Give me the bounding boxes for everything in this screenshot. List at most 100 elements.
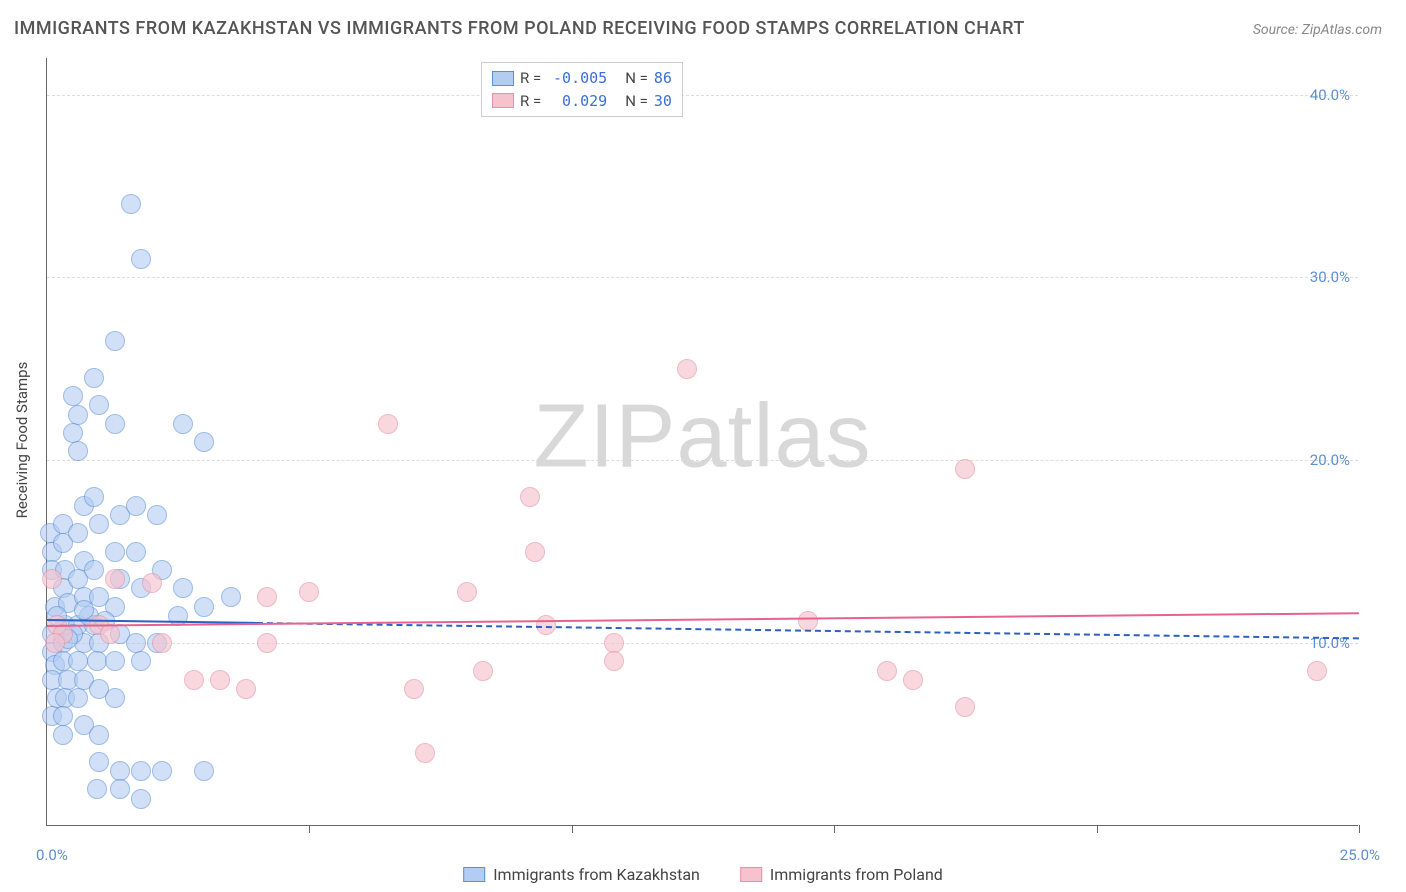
data-point-kazakhstan bbox=[53, 706, 73, 726]
gridline bbox=[47, 277, 1358, 278]
data-point-kazakhstan bbox=[84, 560, 104, 580]
stats-row-kazakhstan: R = -0.005N = 86 bbox=[492, 67, 672, 90]
n-value: 86 bbox=[654, 67, 672, 90]
data-point-kazakhstan bbox=[89, 395, 109, 415]
legend-item-poland: Immigrants from Poland bbox=[740, 865, 943, 884]
data-point-poland bbox=[525, 542, 545, 562]
x-tick bbox=[572, 825, 573, 833]
x-tick-label-max: 25.0% bbox=[1340, 846, 1380, 864]
trend-line bbox=[47, 612, 1359, 627]
data-point-kazakhstan bbox=[105, 542, 125, 562]
data-point-kazakhstan bbox=[105, 331, 125, 351]
data-point-kazakhstan bbox=[84, 368, 104, 388]
data-point-kazakhstan bbox=[63, 423, 83, 443]
square-icon bbox=[492, 71, 514, 86]
data-point-kazakhstan bbox=[74, 600, 94, 620]
data-point-kazakhstan bbox=[131, 789, 151, 809]
r-label: R = bbox=[520, 67, 541, 90]
data-point-poland bbox=[184, 670, 204, 690]
x-tick bbox=[309, 825, 310, 833]
x-tick-label-min: 0.0% bbox=[36, 846, 68, 864]
data-point-kazakhstan bbox=[53, 725, 73, 745]
data-point-kazakhstan bbox=[89, 725, 109, 745]
data-point-kazakhstan bbox=[105, 688, 125, 708]
data-point-poland bbox=[257, 587, 277, 607]
y-tick-label: 20.0% bbox=[1310, 451, 1350, 469]
legend-label: Immigrants from Poland bbox=[770, 865, 943, 884]
data-point-poland bbox=[152, 633, 172, 653]
data-point-kazakhstan bbox=[126, 633, 146, 653]
data-point-poland bbox=[536, 615, 556, 635]
r-label: R = bbox=[520, 90, 541, 113]
data-point-kazakhstan bbox=[173, 578, 193, 598]
data-point-poland bbox=[604, 651, 624, 671]
stats-legend: R = -0.005N = 86R = 0.029 N = 30 bbox=[481, 62, 683, 117]
gridline bbox=[47, 460, 1358, 461]
data-point-kazakhstan bbox=[68, 523, 88, 543]
data-point-poland bbox=[142, 573, 162, 593]
data-point-kazakhstan bbox=[152, 761, 172, 781]
data-point-poland bbox=[415, 743, 435, 763]
n-value: 30 bbox=[654, 90, 672, 113]
data-point-kazakhstan bbox=[84, 487, 104, 507]
data-point-poland bbox=[903, 670, 923, 690]
gridline bbox=[47, 643, 1358, 644]
data-point-kazakhstan bbox=[68, 651, 88, 671]
gridline bbox=[47, 95, 1358, 96]
legend-label: Immigrants from Kazakhstan bbox=[493, 865, 700, 884]
data-point-poland bbox=[404, 679, 424, 699]
data-point-poland bbox=[955, 459, 975, 479]
data-point-kazakhstan bbox=[63, 386, 83, 406]
r-value: 0.029 bbox=[547, 90, 607, 113]
data-point-kazakhstan bbox=[105, 651, 125, 671]
x-tick bbox=[834, 825, 835, 833]
data-point-kazakhstan bbox=[173, 414, 193, 434]
data-point-poland bbox=[877, 661, 897, 681]
data-point-poland bbox=[473, 661, 493, 681]
data-point-poland bbox=[1307, 661, 1327, 681]
y-tick-label: 30.0% bbox=[1310, 268, 1350, 286]
data-point-poland bbox=[955, 697, 975, 717]
data-point-kazakhstan bbox=[87, 651, 107, 671]
x-tick bbox=[1359, 825, 1360, 833]
data-point-kazakhstan bbox=[131, 249, 151, 269]
data-point-poland bbox=[378, 414, 398, 434]
data-point-poland bbox=[677, 359, 697, 379]
stats-row-poland: R = 0.029 N = 30 bbox=[492, 90, 672, 113]
data-point-kazakhstan bbox=[147, 505, 167, 525]
data-point-poland bbox=[105, 569, 125, 589]
plot-area: 10.0%20.0%30.0%40.0%ZIPatlasR = -0.005N … bbox=[46, 58, 1358, 826]
data-point-poland bbox=[299, 582, 319, 602]
x-tick bbox=[1097, 825, 1098, 833]
data-point-poland bbox=[257, 633, 277, 653]
data-point-poland bbox=[457, 582, 477, 602]
data-point-poland bbox=[45, 633, 65, 653]
data-point-poland bbox=[100, 624, 120, 644]
y-axis-label: Receiving Food Stamps bbox=[13, 362, 31, 519]
data-point-kazakhstan bbox=[194, 432, 214, 452]
data-point-poland bbox=[210, 670, 230, 690]
data-point-kazakhstan bbox=[68, 405, 88, 425]
data-point-kazakhstan bbox=[89, 514, 109, 534]
data-point-kazakhstan bbox=[68, 441, 88, 461]
y-tick-label: 40.0% bbox=[1310, 86, 1350, 104]
data-point-kazakhstan bbox=[89, 752, 109, 772]
data-point-kazakhstan bbox=[121, 194, 141, 214]
data-point-poland bbox=[42, 569, 62, 589]
n-label: N = bbox=[625, 90, 648, 113]
data-point-kazakhstan bbox=[221, 587, 241, 607]
square-icon bbox=[740, 867, 762, 882]
data-point-kazakhstan bbox=[87, 779, 107, 799]
data-point-kazakhstan bbox=[110, 761, 130, 781]
data-point-kazakhstan bbox=[105, 414, 125, 434]
data-point-kazakhstan bbox=[194, 597, 214, 617]
data-point-kazakhstan bbox=[126, 496, 146, 516]
chart-title: IMMIGRANTS FROM KAZAKHSTAN VS IMMIGRANTS… bbox=[14, 18, 1025, 39]
watermark: ZIPatlas bbox=[533, 385, 871, 488]
data-point-poland bbox=[604, 633, 624, 653]
data-point-poland bbox=[236, 679, 256, 699]
data-point-kazakhstan bbox=[126, 542, 146, 562]
data-point-kazakhstan bbox=[131, 651, 151, 671]
square-icon bbox=[492, 93, 514, 108]
data-point-kazakhstan bbox=[110, 779, 130, 799]
